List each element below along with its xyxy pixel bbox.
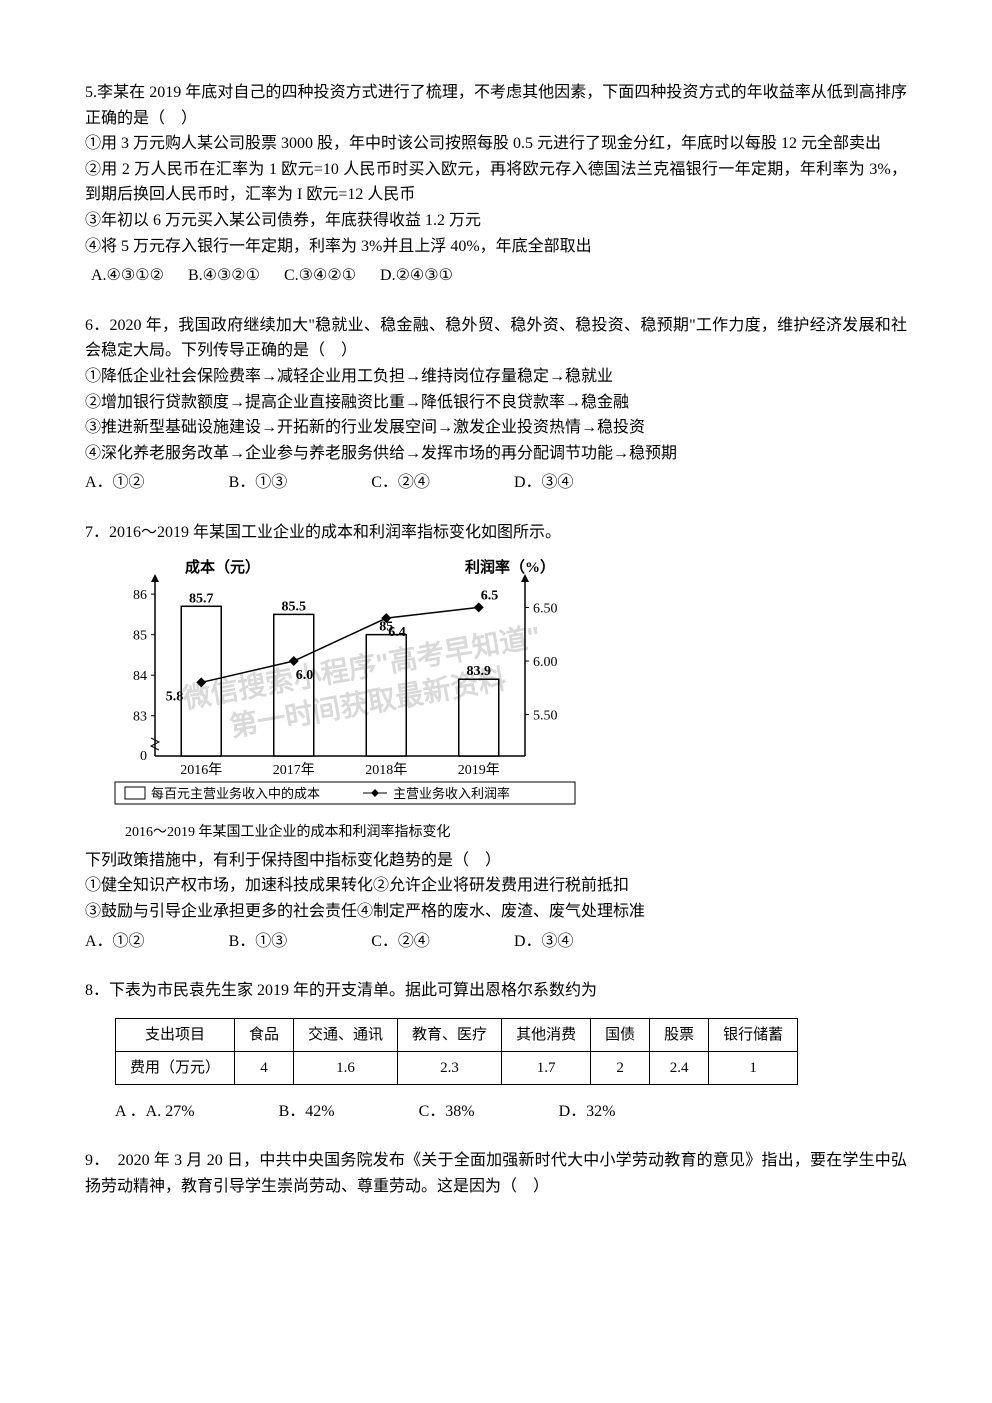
svg-text:6.5: 6.5 <box>481 588 499 603</box>
q5-item4: ④将 5 万元存入银行一年定期，利率为 3%并且上浮 40%，年底全部取出 <box>85 234 907 260</box>
q7-item1: ①健全知识产权市场，加速科技成果转化②允许企业将研发费用进行税前抵扣 <box>85 873 907 899</box>
svg-text:84: 84 <box>133 669 147 684</box>
table-data-row: 费用（万元） 4 1.6 2.3 1.7 2 2.4 1 <box>116 1051 798 1084</box>
table-header-row: 支出项目 食品 交通、通讯 教育、医疗 其他消费 国债 股票 银行储蓄 <box>116 1018 798 1051</box>
expense-table: 支出项目 食品 交通、通讯 教育、医疗 其他消费 国债 股票 银行储蓄 费用（万… <box>115 1018 798 1085</box>
q6-item4: ④深化养老服务改革→企业参与养老服务供给→发挥市场的再分配调节功能→稳预期 <box>85 441 907 467</box>
q8-stem: 8．下表为市民袁先生家 2019 年的开支清单。据此可算出恩格尔系数约为 <box>85 978 907 1004</box>
svg-text:6.0: 6.0 <box>296 668 314 683</box>
svg-text:83.9: 83.9 <box>467 664 492 679</box>
col-transport: 交通、通讯 <box>294 1018 398 1051</box>
q5-options: A.④③①② B.④③②① C.③④②① D.②④③① <box>85 263 907 289</box>
row-label: 费用（万元） <box>116 1051 235 1084</box>
svg-text:6.00: 6.00 <box>533 655 558 670</box>
cost-profit-chart: 0 83 84 85 86 5.50 6.00 6.50 成本（元） 利润率（%） 85.7 2016… <box>85 556 645 816</box>
q6-stem: 6．2020 年，我国政府继续加大"稳就业、稳金融、稳外贸、稳外资、稳投资、稳预… <box>85 313 907 364</box>
q5-optA: A.④③①② <box>91 263 164 289</box>
col-food: 食品 <box>235 1018 294 1051</box>
q5-optD: D.②④③① <box>380 263 453 289</box>
q7-optD: D．③④ <box>514 929 574 955</box>
col-stock: 股票 <box>650 1018 709 1051</box>
q9-stem: 9． 2020 年 3 月 20 日，中共中央国务院发布《关于全面加强新时代大中… <box>85 1148 907 1199</box>
q7-item2: ③鼓励与引导企业承担更多的社会责任④制定严格的废水、废渣、废气处理标准 <box>85 899 907 925</box>
q7-stem: 7．2016～2019 年某国工业企业的成本和利润率指标变化如图所示。 <box>85 520 907 546</box>
svg-text:6.4: 6.4 <box>388 625 406 640</box>
val-bond: 2 <box>591 1051 650 1084</box>
svg-text:85: 85 <box>133 628 147 643</box>
svg-text:每百元主营业务收入中的成本: 每百元主营业务收入中的成本 <box>151 786 320 801</box>
q7-optA: A．①② <box>85 929 145 955</box>
question-9: 9． 2020 年 3 月 20 日，中共中央国务院发布《关于全面加强新时代大中… <box>85 1148 907 1199</box>
q6-options: A．①② B．①③ C．②④ D．③④ <box>85 470 907 496</box>
q5-stem: 5.李某在 2019 年底对自己的四种投资方式进行了梳理，不考虑其他因素，下面四… <box>85 80 907 131</box>
q7-caption: 2016～2019 年某国工业企业的成本和利润率指标变化 <box>85 822 907 844</box>
question-7: 7．2016～2019 年某国工业企业的成本和利润率指标变化如图所示。 0 83 8… <box>85 520 907 954</box>
question-6: 6．2020 年，我国政府继续加大"稳就业、稳金融、稳外贸、稳外资、稳投资、稳预… <box>85 313 907 496</box>
q7-optB: B．①③ <box>229 929 288 955</box>
val-stock: 2.4 <box>650 1051 709 1084</box>
q5-item2: ②用 2 万人民币在汇率为 1 欧元=10 人民币时买入欧元，再将欧元存入德国法… <box>85 157 907 208</box>
val-other: 1.7 <box>502 1051 591 1084</box>
q6-item3: ③推进新型基础设施建设→开拓新的行业发展空间→激发企业投资热情→稳投资 <box>85 415 907 441</box>
q6-optA: A．①② <box>85 470 145 496</box>
q7-chart: 0 83 84 85 86 5.50 6.00 6.50 成本（元） 利润率（%） 85.7 2016… <box>85 556 645 816</box>
svg-text:85.5: 85.5 <box>282 599 307 614</box>
q6-item1: ①降低企业社会保险费率→减轻企业用工负担→维持岗位存量稳定→稳就业 <box>85 364 907 390</box>
q6-optB: B．①③ <box>229 470 288 496</box>
svg-text:成本（元）: 成本（元） <box>185 558 260 576</box>
q8-optD: D．32% <box>559 1099 616 1125</box>
q5-optB: B.④③②① <box>188 263 260 289</box>
q7-optC: C．②④ <box>371 929 430 955</box>
q5-item1: ①用 3 万元购人某公司股票 3000 股，年中时该公司按照每股 0.5 元进行… <box>85 131 907 157</box>
q8-optB: B．42% <box>279 1099 335 1125</box>
q6-optC: C．②④ <box>371 470 430 496</box>
q8-options: A ．A. 27% B．42% C．38% D．32% <box>85 1099 907 1125</box>
svg-text:2018年: 2018年 <box>365 762 407 778</box>
q8-optC: C．38% <box>419 1099 475 1125</box>
svg-text:2019年: 2019年 <box>458 762 500 778</box>
val-transport: 1.6 <box>294 1051 398 1084</box>
svg-text:2017年: 2017年 <box>273 762 315 778</box>
q7-follow: 下列政策措施中，有利于保持图中指标变化趋势的是（ ） <box>85 848 907 874</box>
question-5: 5.李某在 2019 年底对自己的四种投资方式进行了梳理，不考虑其他因素，下面四… <box>85 80 907 289</box>
svg-text:86: 86 <box>133 588 147 603</box>
svg-text:85.7: 85.7 <box>189 591 214 606</box>
col-category: 支出项目 <box>116 1018 235 1051</box>
svg-text:利润率（%）: 利润率（%） <box>465 558 555 576</box>
q7-options: A．①② B．①③ C．②④ D．③④ <box>85 929 907 955</box>
col-bond: 国债 <box>591 1018 650 1051</box>
question-8: 8．下表为市民袁先生家 2019 年的开支清单。据此可算出恩格尔系数约为 支出项… <box>85 978 907 1124</box>
col-other: 其他消费 <box>502 1018 591 1051</box>
col-savings: 银行储蓄 <box>709 1018 798 1051</box>
val-edu: 2.3 <box>398 1051 502 1084</box>
svg-text:6.50: 6.50 <box>533 601 558 616</box>
val-food: 4 <box>235 1051 294 1084</box>
svg-text:2016年: 2016年 <box>180 762 222 778</box>
q8-optA: A ．A. 27% <box>115 1099 195 1125</box>
svg-text:0: 0 <box>140 749 147 764</box>
q6-optD: D．③④ <box>514 470 574 496</box>
q5-optC: C.③④②① <box>284 263 356 289</box>
val-savings: 1 <box>709 1051 798 1084</box>
svg-text:83: 83 <box>133 709 147 724</box>
col-edu: 教育、医疗 <box>398 1018 502 1051</box>
svg-text:5.8: 5.8 <box>166 689 184 704</box>
svg-text:5.50: 5.50 <box>533 708 558 723</box>
q6-item2: ②增加银行贷款额度→提高企业直接融资比重→降低银行不良贷款率→稳金融 <box>85 390 907 416</box>
q5-item3: ③年初以 6 万元买入某公司债券，年底获得收益 1.2 万元 <box>85 208 907 234</box>
svg-text:主营业务收入利润率: 主营业务收入利润率 <box>393 786 510 801</box>
